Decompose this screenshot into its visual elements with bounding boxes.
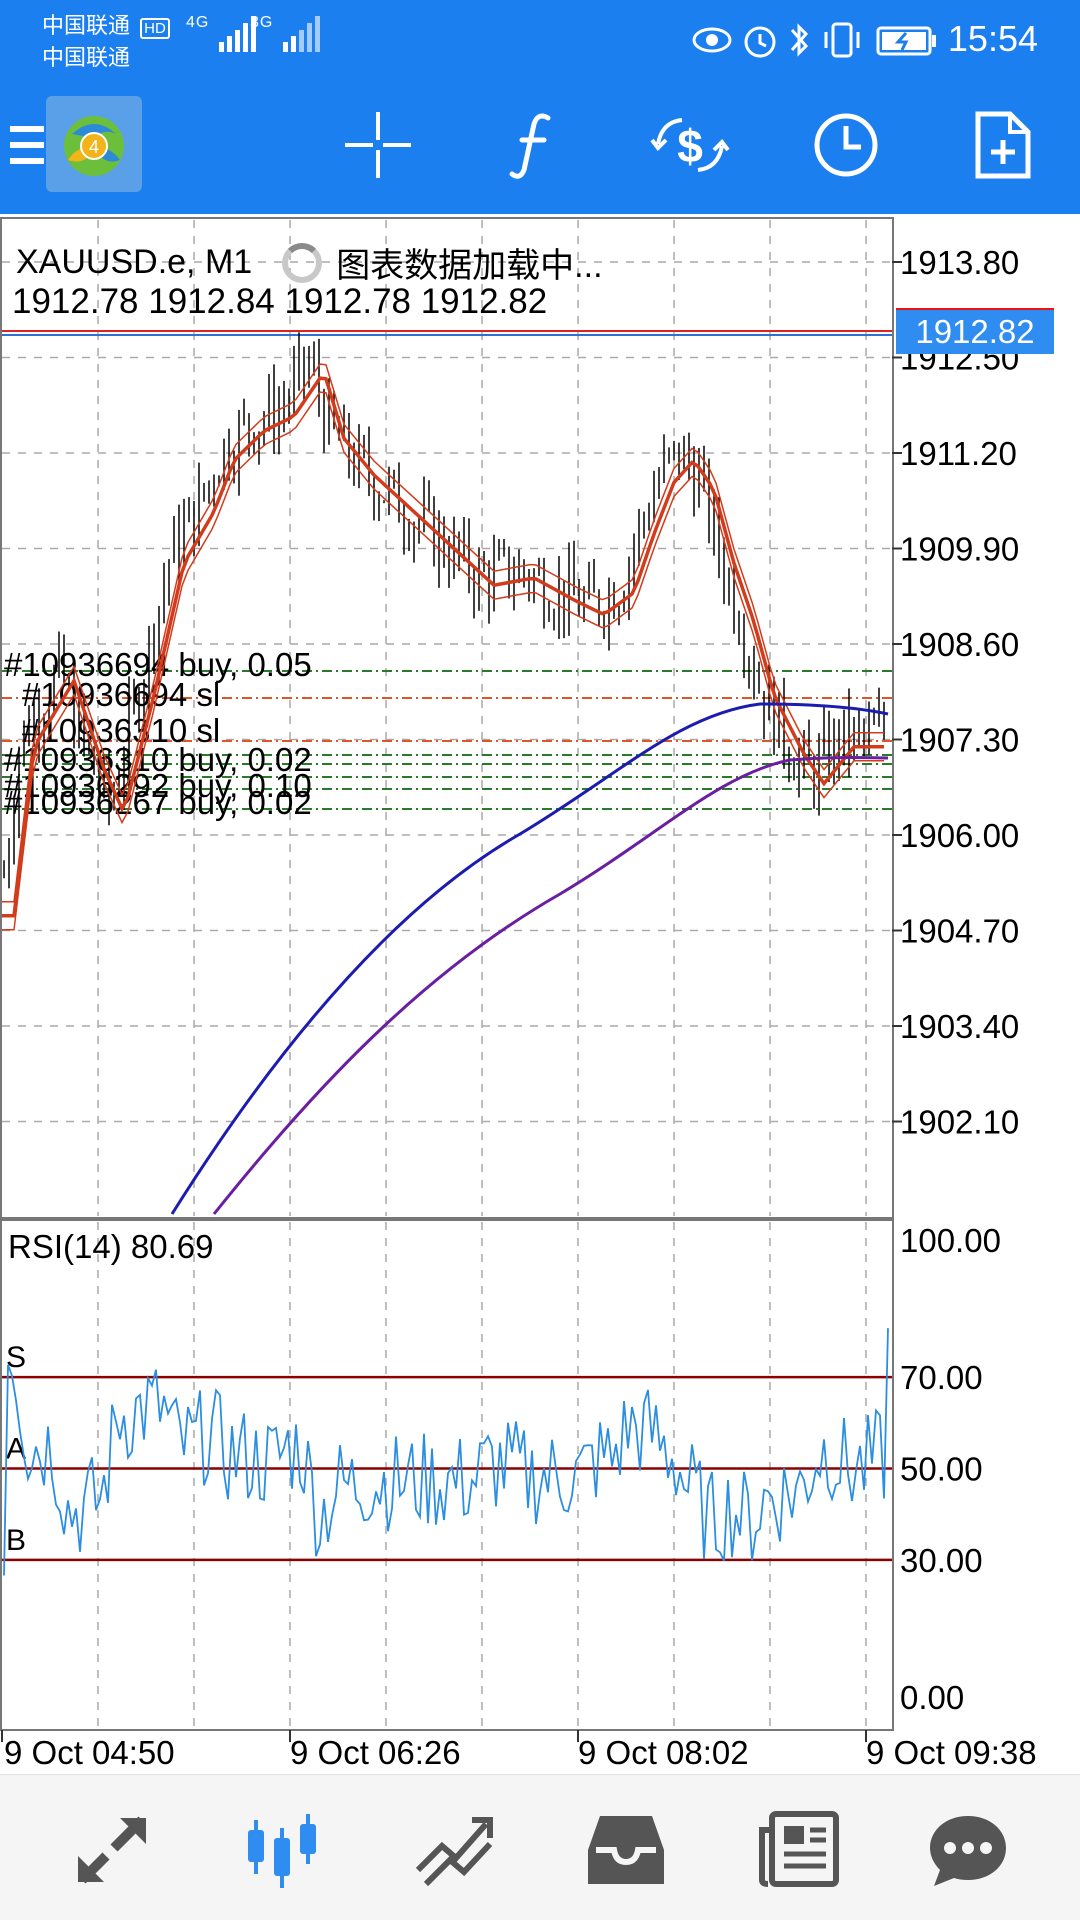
svg-text:$: $ xyxy=(677,120,703,172)
battery-icon xyxy=(876,26,936,56)
crosshair-button[interactable] xyxy=(328,100,428,190)
hd-badge: HD xyxy=(140,18,170,39)
top-bar: 中国联通 HD 中国联通 4G 3G xyxy=(0,0,1080,214)
chart-canvas[interactable]: #10936694 buy, 0.05#10936694 sl#10936310… xyxy=(0,214,1080,1774)
moving-averages xyxy=(2,363,889,1215)
timeframe-button[interactable] xyxy=(796,100,896,190)
rsi-level-label: S xyxy=(6,1341,26,1374)
loading-text: 图表数据加载中... xyxy=(336,247,603,285)
ma-envelope-lower xyxy=(2,391,884,931)
clock: 15:54 xyxy=(947,18,1038,59)
bottom-navigation xyxy=(0,1774,1080,1920)
price-axis-label: 1907.30 xyxy=(900,722,1019,759)
inbox-icon xyxy=(588,1816,664,1884)
price-axis-label: 1903.40 xyxy=(900,1008,1019,1045)
menu-button[interactable] xyxy=(0,100,70,190)
new-document-icon xyxy=(975,111,1031,179)
alarm-icon xyxy=(744,26,776,58)
metatrader-logo: 4 xyxy=(64,116,124,176)
signal-bars-icon xyxy=(282,16,320,52)
order-label: #10936694 sl xyxy=(22,676,220,713)
order-label: #10936310 buy, 0.02 xyxy=(4,741,312,778)
grid xyxy=(2,220,902,1728)
rsi-frame xyxy=(0,1219,894,1731)
vibrate-icon xyxy=(824,22,860,58)
symbol-header: XAUUSD.e, M1 图表数据加载中... xyxy=(16,238,603,287)
menu-icon xyxy=(10,126,44,164)
nav-trade[interactable] xyxy=(404,1805,504,1895)
indicators-button[interactable] xyxy=(484,100,584,190)
carrier-1-name: 中国联通 xyxy=(42,13,131,38)
signal-3g-label: 3G xyxy=(250,14,274,31)
price-axis-label: 1909.90 xyxy=(900,531,1019,568)
new-order-button[interactable] xyxy=(952,100,1052,190)
order-label: #10936292 buy, 0.10 xyxy=(4,767,312,804)
trade-button[interactable]: $ xyxy=(640,100,740,190)
price-axis-label: 1906.00 xyxy=(900,817,1019,854)
rsi-lines: SAB xyxy=(2,1328,892,1576)
trade-trend-icon xyxy=(415,1817,493,1887)
ma-slow-blue xyxy=(170,702,889,1215)
price-axis-label: 1908.60 xyxy=(900,626,1019,663)
price-axis-label: 1913.80 xyxy=(900,244,1019,281)
order-label: #10936310 sl xyxy=(22,712,220,749)
ma-fast xyxy=(2,376,884,918)
nav-chat[interactable] xyxy=(918,1805,1018,1895)
news-icon xyxy=(759,1811,839,1887)
bluetooth-icon xyxy=(790,23,809,57)
ma-envelope-upper xyxy=(2,363,884,903)
rsi-level-label: B xyxy=(6,1524,26,1557)
rsi-axis-label: 50.00 xyxy=(900,1451,983,1488)
rsi-axis-label: 70.00 xyxy=(900,1359,983,1396)
app-logo-button[interactable]: 4 xyxy=(46,96,142,192)
axis-labels: 1913.801912.501911.201909.901908.601907.… xyxy=(1,244,1037,1771)
price-axis-label: 1911.20 xyxy=(900,435,1017,472)
function-icon xyxy=(509,113,551,179)
nav-news[interactable] xyxy=(748,1805,848,1895)
ma-slow-purple xyxy=(212,756,889,1215)
crosshair-icon xyxy=(345,112,411,178)
symbol-label: XAUUSD.e, M1 xyxy=(16,243,253,281)
eye-icon xyxy=(692,27,732,53)
current-price-badge: 1912.82 xyxy=(896,310,1054,354)
order-label: #10936267 buy, 0.02 xyxy=(4,784,312,821)
time-axis-label: 9 Oct 04:50 xyxy=(4,1734,175,1771)
price-axis-label: 1902.10 xyxy=(900,1104,1019,1141)
loading-spinner-icon xyxy=(282,242,323,283)
signal-4g: 4G xyxy=(186,14,269,54)
time-axis-label: 9 Oct 09:38 xyxy=(866,1734,1037,1771)
time-axis-label: 9 Oct 08:02 xyxy=(578,1734,749,1771)
signal-bars-icon xyxy=(218,16,256,52)
nav-chart[interactable] xyxy=(232,1805,332,1895)
carrier-1: 中国联通 HD xyxy=(42,8,170,40)
price-axis-label: 1904.70 xyxy=(900,913,1019,950)
clock-icon xyxy=(814,113,878,177)
carrier-2: 中国联通 xyxy=(42,45,131,70)
ohlc-values: 1912.78 1912.84 1912.78 1912.82 xyxy=(12,282,548,321)
signal-4g-label: 4G xyxy=(186,14,210,31)
rsi-label: RSI(14) 80.69 xyxy=(8,1228,214,1265)
nav-quotes[interactable] xyxy=(62,1805,162,1895)
quotes-arrows-icon xyxy=(78,1816,146,1884)
nav-history[interactable] xyxy=(576,1805,676,1895)
dollar-refresh-icon: $ xyxy=(650,118,730,172)
signal-3g: 3G xyxy=(250,14,333,54)
svg-text:4: 4 xyxy=(89,137,99,157)
rsi-axis-label: 0.00 xyxy=(900,1679,964,1716)
chat-bubble-icon xyxy=(930,1816,1006,1886)
chart-area[interactable]: #10936694 buy, 0.05 #10936694 sl #10936310… xyxy=(0,214,1080,1774)
main-chart-frame xyxy=(0,217,894,1219)
rsi-axis-label: 100.00 xyxy=(900,1222,1001,1259)
rsi-line xyxy=(3,1328,889,1576)
time-axis-label: 9 Oct 06:26 xyxy=(290,1734,461,1771)
candlestick-chart-icon xyxy=(248,1814,316,1888)
rsi-axis-label: 30.00 xyxy=(900,1542,983,1579)
